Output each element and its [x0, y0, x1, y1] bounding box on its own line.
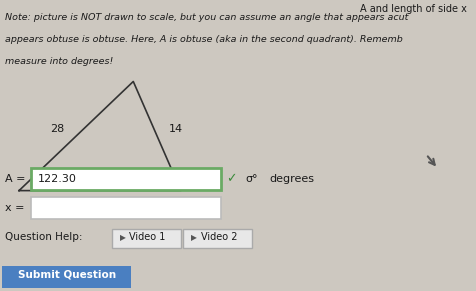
Text: x: x: [87, 200, 94, 210]
Text: σ°: σ°: [245, 174, 258, 184]
Text: degrees: degrees: [269, 174, 314, 184]
Text: Submit Question: Submit Question: [18, 270, 116, 280]
Text: x =: x =: [5, 203, 24, 213]
Text: 14: 14: [169, 125, 183, 134]
Text: 25°: 25°: [40, 177, 58, 187]
FancyBboxPatch shape: [31, 197, 221, 219]
FancyBboxPatch shape: [31, 168, 221, 190]
Text: ▶: ▶: [191, 233, 197, 242]
Text: ▶: ▶: [120, 233, 126, 242]
Text: ✓: ✓: [226, 173, 237, 185]
Text: appears obtuse is obtuse. Here, A is obtuse (aka in the second quadrant). Rememb: appears obtuse is obtuse. Here, A is obt…: [5, 35, 403, 44]
Text: measure into degrees!: measure into degrees!: [5, 57, 113, 66]
FancyBboxPatch shape: [2, 266, 131, 288]
FancyBboxPatch shape: [183, 229, 252, 248]
Text: 122.30: 122.30: [38, 174, 77, 184]
Text: Video 2: Video 2: [201, 232, 238, 242]
Text: Question Help:: Question Help:: [5, 232, 82, 242]
Text: A =: A =: [5, 174, 25, 184]
Text: A: A: [153, 177, 161, 187]
Text: 28: 28: [50, 125, 64, 134]
Text: Note: picture is NOT drawn to scale, but you can assume an angle that appears ac: Note: picture is NOT drawn to scale, but…: [5, 13, 408, 22]
Text: A and length of side x: A and length of side x: [359, 4, 466, 14]
FancyBboxPatch shape: [112, 229, 181, 248]
Text: Video 1: Video 1: [129, 232, 166, 242]
